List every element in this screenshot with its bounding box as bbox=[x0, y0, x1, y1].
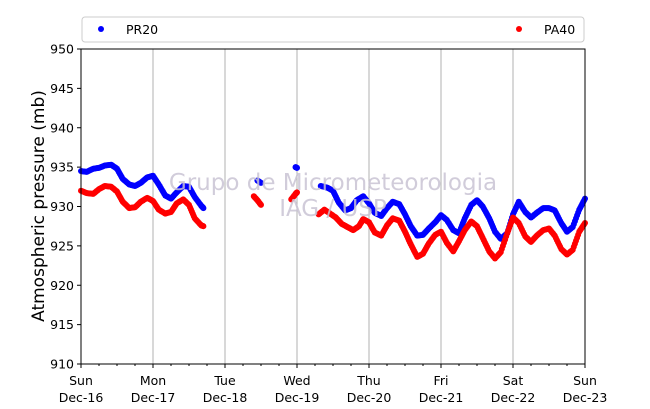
x-tick-date: Dec-20 bbox=[347, 390, 392, 405]
x-tick-date: Dec-23 bbox=[563, 390, 608, 405]
x-tick-day: Sat bbox=[503, 373, 524, 388]
x-tick-day: Thu bbox=[356, 373, 380, 388]
x-tick-date: Dec-17 bbox=[131, 390, 176, 405]
legend-label-pa40: PA40 bbox=[544, 22, 575, 37]
x-axis: Sun Dec-16 Mon Dec-17 Tue Dec-18 Wed Dec-19 Thu D… bbox=[59, 364, 608, 405]
legend: PR20 PA40 bbox=[81, 16, 585, 43]
series-pr20 bbox=[78, 161, 588, 242]
point-pa40 bbox=[294, 189, 300, 196]
series-layer bbox=[78, 161, 588, 262]
watermark: Grupo de Micrometeorologia IAG / USP bbox=[169, 170, 497, 222]
y-tick-label: 950 bbox=[50, 42, 74, 57]
x-tick-date: Dec-19 bbox=[275, 390, 320, 405]
point-pa40 bbox=[258, 201, 264, 208]
legend-label-pr20: PR20 bbox=[126, 22, 158, 37]
y-tick-label: 940 bbox=[50, 120, 74, 135]
x-tick-date: Dec-22 bbox=[491, 390, 536, 405]
x-tick-day: Mon bbox=[140, 373, 166, 388]
y-tick-label: 935 bbox=[50, 160, 74, 175]
x-tick-day: Sun bbox=[573, 373, 597, 388]
x-tick-date: Dec-18 bbox=[203, 390, 248, 405]
y-tick-label: 945 bbox=[50, 81, 74, 96]
point-pr20 bbox=[200, 205, 207, 212]
legend-marker-pr20 bbox=[98, 26, 104, 32]
y-tick-label: 925 bbox=[50, 238, 74, 253]
watermark-line-2: IAG / USP bbox=[279, 196, 387, 222]
y-tick-label: 910 bbox=[50, 357, 74, 372]
y-tick-label: 915 bbox=[50, 317, 74, 332]
watermark-line-1: Grupo de Micrometeorologia bbox=[169, 170, 497, 196]
x-tick-date: Dec-21 bbox=[419, 390, 464, 405]
series-pa40 bbox=[78, 183, 588, 262]
x-tick-day: Tue bbox=[213, 373, 236, 388]
point-pr20 bbox=[294, 164, 300, 171]
legend-box bbox=[81, 16, 585, 43]
x-tick-date: Dec-16 bbox=[59, 390, 104, 405]
y-tick-label: 920 bbox=[50, 278, 74, 293]
x-tick-day: Wed bbox=[283, 373, 310, 388]
x-tick-day: Fri bbox=[434, 373, 449, 388]
y-axis: 910 915 920 925 930 935 940 945 950 bbox=[50, 42, 81, 372]
legend-marker-pa40 bbox=[516, 26, 522, 32]
point-pa40 bbox=[200, 223, 207, 230]
y-tick-label: 930 bbox=[50, 199, 74, 214]
x-tick-day: Sun bbox=[69, 373, 93, 388]
point-pr20 bbox=[258, 179, 264, 186]
y-axis-label: Atmospheric pressure (mb) bbox=[29, 90, 49, 322]
